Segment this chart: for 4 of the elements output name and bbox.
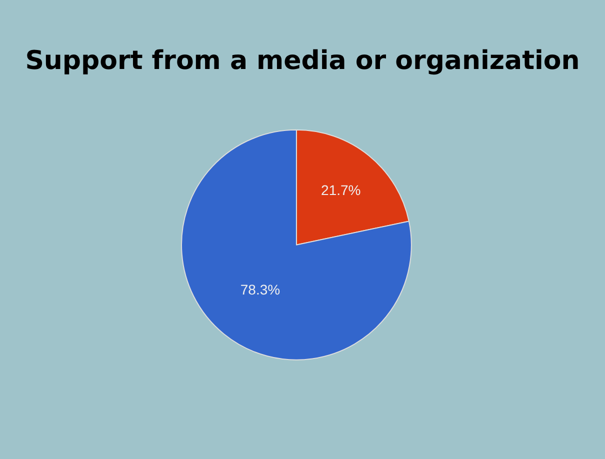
- data-label: 78.3%: [240, 282, 280, 298]
- chart-title: Support from a media or organization: [25, 46, 580, 76]
- data-label: 21.7%: [321, 182, 361, 198]
- pie-slice: [181, 129, 412, 360]
